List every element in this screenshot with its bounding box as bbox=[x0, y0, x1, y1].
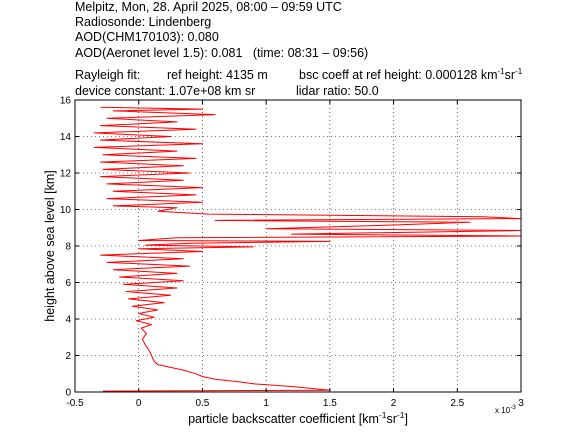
device-constant: device constant: 1.07e+08 km sr bbox=[75, 84, 256, 98]
y-tick-label: 14 bbox=[60, 132, 72, 143]
bsc-coeff-sr-exponent: -1 bbox=[515, 67, 523, 76]
y-axis-label: height above sea level [km] bbox=[43, 170, 57, 321]
y-tick-label: 6 bbox=[65, 278, 71, 289]
x-tick-label: 1.5 bbox=[323, 398, 337, 409]
y-tick-label: 12 bbox=[60, 169, 72, 180]
ref-height: ref height: 4135 m bbox=[167, 68, 268, 82]
chart-header-line-1: Melpitz, Mon, 28. April 2025, 08:00 – 09… bbox=[75, 0, 342, 14]
bsc-coeff-prefix: bsc coeff at ref height: 0.000128 km bbox=[299, 68, 498, 82]
x-axis-label-exponent-2: -1 bbox=[397, 410, 405, 420]
y-tick-label: 16 bbox=[60, 96, 72, 107]
x-axis-label-exponent-1: -1 bbox=[379, 410, 387, 420]
x-axis-label-prefix: particle backscatter coefficient [km bbox=[188, 412, 379, 426]
x-axis-label: particle backscatter coefficient [km-1sr… bbox=[188, 410, 408, 426]
x-axis-label-sr: sr bbox=[386, 412, 396, 426]
x-tick-label: 0.5 bbox=[195, 398, 209, 409]
backscatter-profile-line bbox=[93, 106, 522, 392]
y-tick-label: 2 bbox=[65, 351, 71, 362]
plot-area-frame bbox=[74, 99, 522, 393]
chart-header-line-2: Radiosonde: Lindenberg bbox=[75, 15, 212, 29]
bsc-coeff-sr: sr bbox=[504, 68, 516, 82]
bsc-coeff: bsc coeff at ref height: 0.000128 km-1sr… bbox=[299, 68, 522, 83]
x-tick-label: 0 bbox=[136, 398, 142, 409]
rayleigh-label: Rayleigh fit: bbox=[75, 68, 141, 82]
x-axis-multiplier: x 10-3 bbox=[495, 404, 516, 415]
x-tick-label: 3 bbox=[518, 398, 524, 409]
x-axis-multiplier-base: x 10 bbox=[495, 406, 511, 415]
x-axis-label-suffix: ] bbox=[404, 412, 407, 426]
y-tick-label: 4 bbox=[65, 315, 71, 326]
chart-header-line-3: AOD(CHM170103): 0.080 bbox=[75, 30, 219, 44]
x-tick-label: -0.5 bbox=[66, 398, 84, 409]
x-tick-label: 2.5 bbox=[450, 398, 464, 409]
y-tick-label: 8 bbox=[65, 242, 71, 253]
data-series bbox=[93, 106, 522, 392]
x-axis-multiplier-exponent: -3 bbox=[510, 404, 516, 411]
chart-header-line-4: AOD(Aeronet level 1.5): 0.081 (time: 08:… bbox=[75, 46, 369, 60]
grid-lines bbox=[75, 100, 521, 392]
lidar-ratio: lidar ratio: 50.0 bbox=[296, 84, 379, 98]
y-tick-label: 0 bbox=[65, 388, 71, 399]
x-tick-label: 1 bbox=[263, 398, 269, 409]
x-tick-label: 2 bbox=[391, 398, 397, 409]
bsc-coeff-km-exponent: -1 bbox=[497, 67, 505, 76]
y-tick-label: 10 bbox=[60, 205, 72, 216]
